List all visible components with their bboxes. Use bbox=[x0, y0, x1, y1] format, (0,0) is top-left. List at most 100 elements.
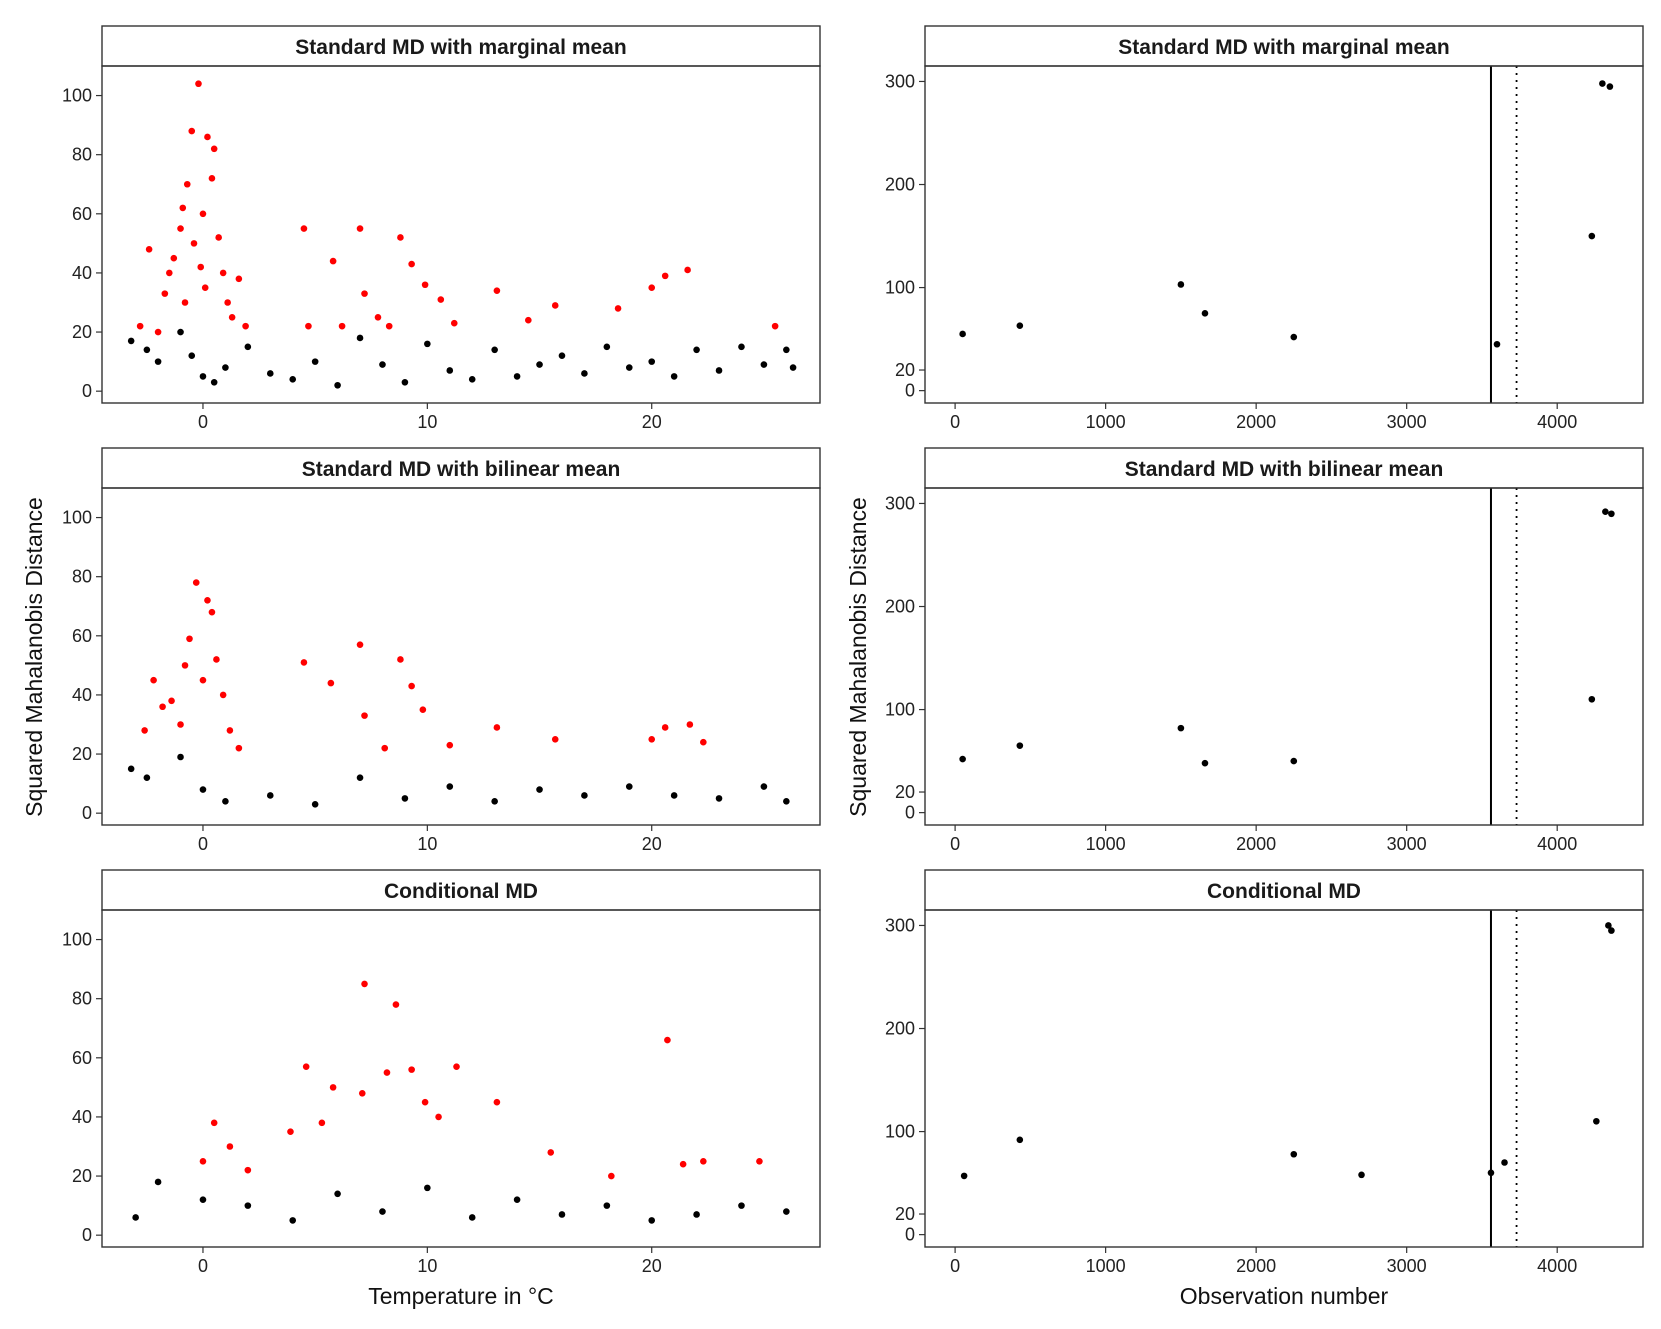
data-point bbox=[670, 792, 678, 799]
data-point bbox=[379, 361, 386, 368]
data-point bbox=[558, 1211, 566, 1218]
data-point bbox=[289, 376, 297, 383]
outlier-point bbox=[244, 1166, 252, 1174]
data-point bbox=[625, 364, 633, 371]
outlier-point bbox=[302, 1063, 310, 1070]
data-point bbox=[1358, 1171, 1365, 1179]
outlier-point bbox=[771, 322, 779, 330]
data-point bbox=[401, 379, 409, 386]
y-tick-label: 40 bbox=[72, 263, 92, 283]
x-tick-label: 0 bbox=[950, 412, 960, 432]
data-point bbox=[715, 795, 723, 802]
outlier-point bbox=[547, 1149, 555, 1156]
y-tick-label: 100 bbox=[62, 508, 92, 528]
plot-panel bbox=[924, 487, 1644, 826]
outlier-point bbox=[408, 260, 415, 268]
x-axis-title-right: Observation number bbox=[1180, 1283, 1389, 1309]
data-point bbox=[1588, 232, 1596, 240]
outlier-point bbox=[686, 721, 694, 728]
outlier-point bbox=[551, 302, 559, 309]
data-point bbox=[581, 792, 588, 799]
outlier-point bbox=[195, 80, 202, 88]
data-point bbox=[1290, 1150, 1298, 1158]
y-tick-label: 300 bbox=[885, 915, 915, 935]
data-point bbox=[446, 783, 454, 790]
plot-panel bbox=[924, 909, 1644, 1248]
outlier-point bbox=[224, 299, 231, 306]
data-point bbox=[356, 334, 364, 342]
data-point bbox=[334, 381, 341, 389]
data-point bbox=[266, 370, 274, 377]
y-tick-label: 0 bbox=[82, 381, 92, 401]
data-point bbox=[959, 330, 966, 338]
y-tick-label: 20 bbox=[72, 744, 92, 764]
outlier-point bbox=[188, 127, 196, 135]
y-tick-label: 200 bbox=[885, 1019, 915, 1039]
outlier-point bbox=[150, 676, 157, 684]
y-tick-label: 20 bbox=[895, 1204, 915, 1224]
y-tick-label: 100 bbox=[62, 930, 92, 950]
point-layer bbox=[959, 80, 1614, 348]
outlier-point bbox=[219, 691, 227, 699]
outlier-point bbox=[208, 608, 216, 616]
data-point bbox=[581, 370, 588, 377]
y-tick-label: 0 bbox=[905, 1225, 915, 1245]
plot-panel bbox=[101, 909, 821, 1248]
data-point bbox=[648, 1217, 656, 1224]
data-point bbox=[513, 1196, 521, 1204]
x-tick-label: 4000 bbox=[1537, 412, 1577, 432]
data-point bbox=[143, 774, 151, 782]
facet-p32: Conditional MD 0 1000 2000 3000 400002010020… bbox=[885, 869, 1644, 1276]
outlier-point bbox=[437, 296, 445, 303]
data-point bbox=[760, 361, 768, 368]
outlier-point bbox=[664, 1036, 671, 1044]
facet-p12: Standard MD with marginal mean 0 1000 2000… bbox=[885, 25, 1644, 432]
y-tick-label: 40 bbox=[72, 685, 92, 705]
data-point bbox=[1593, 1117, 1600, 1125]
facet-p22: Standard MD with bilinear mean 0 1000 2000… bbox=[885, 447, 1644, 854]
x-tick-label: 0 bbox=[198, 834, 208, 854]
x-tick-label: 0 bbox=[950, 834, 960, 854]
data-point bbox=[199, 786, 207, 793]
data-point bbox=[648, 358, 656, 365]
outlier-point bbox=[177, 225, 184, 232]
data-point bbox=[783, 346, 790, 354]
outlier-point bbox=[177, 721, 184, 728]
outlier-point bbox=[166, 269, 173, 277]
y-tick-label: 200 bbox=[885, 597, 915, 617]
outlier-point bbox=[213, 656, 220, 663]
outlier-point bbox=[421, 281, 429, 289]
data-point bbox=[1501, 1159, 1508, 1166]
outlier-point bbox=[648, 284, 656, 292]
outlier-point bbox=[145, 245, 153, 253]
plot-panel bbox=[924, 65, 1644, 404]
y-tick-label: 100 bbox=[885, 700, 915, 720]
outlier-point bbox=[204, 133, 211, 141]
outlier-point bbox=[408, 1066, 415, 1073]
data-point bbox=[266, 792, 274, 799]
point-layer bbox=[959, 508, 1615, 767]
data-point bbox=[188, 352, 196, 360]
data-point bbox=[222, 798, 229, 805]
data-point bbox=[1201, 310, 1209, 317]
data-point bbox=[379, 1208, 386, 1215]
outlier-point bbox=[361, 290, 368, 297]
data-point bbox=[960, 1172, 968, 1180]
data-point bbox=[154, 358, 162, 365]
outlier-point bbox=[551, 735, 559, 743]
outlier-point bbox=[329, 1084, 337, 1091]
outlier-point bbox=[661, 272, 669, 280]
outlier-point bbox=[186, 635, 193, 643]
facet-strip bbox=[101, 25, 821, 67]
data-point bbox=[1588, 695, 1596, 703]
outlier-point bbox=[199, 676, 207, 684]
x-tick-label: 20 bbox=[642, 834, 662, 854]
outlier-point bbox=[383, 1069, 391, 1076]
data-point bbox=[244, 343, 252, 351]
point-layer bbox=[127, 80, 797, 389]
outlier-point bbox=[361, 712, 368, 719]
outlier-point bbox=[210, 1119, 218, 1127]
outlier-point bbox=[608, 1172, 615, 1180]
outlier-point bbox=[190, 240, 198, 247]
y-tick-label: 40 bbox=[72, 1107, 92, 1127]
